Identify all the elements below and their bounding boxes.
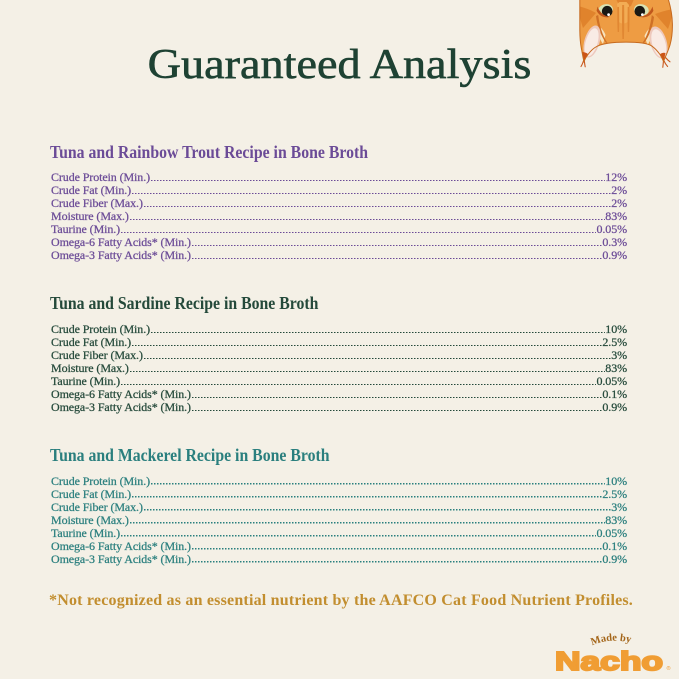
svg-text:®: ® [667,665,671,672]
svg-text:Nacho: Nacho [555,646,663,676]
